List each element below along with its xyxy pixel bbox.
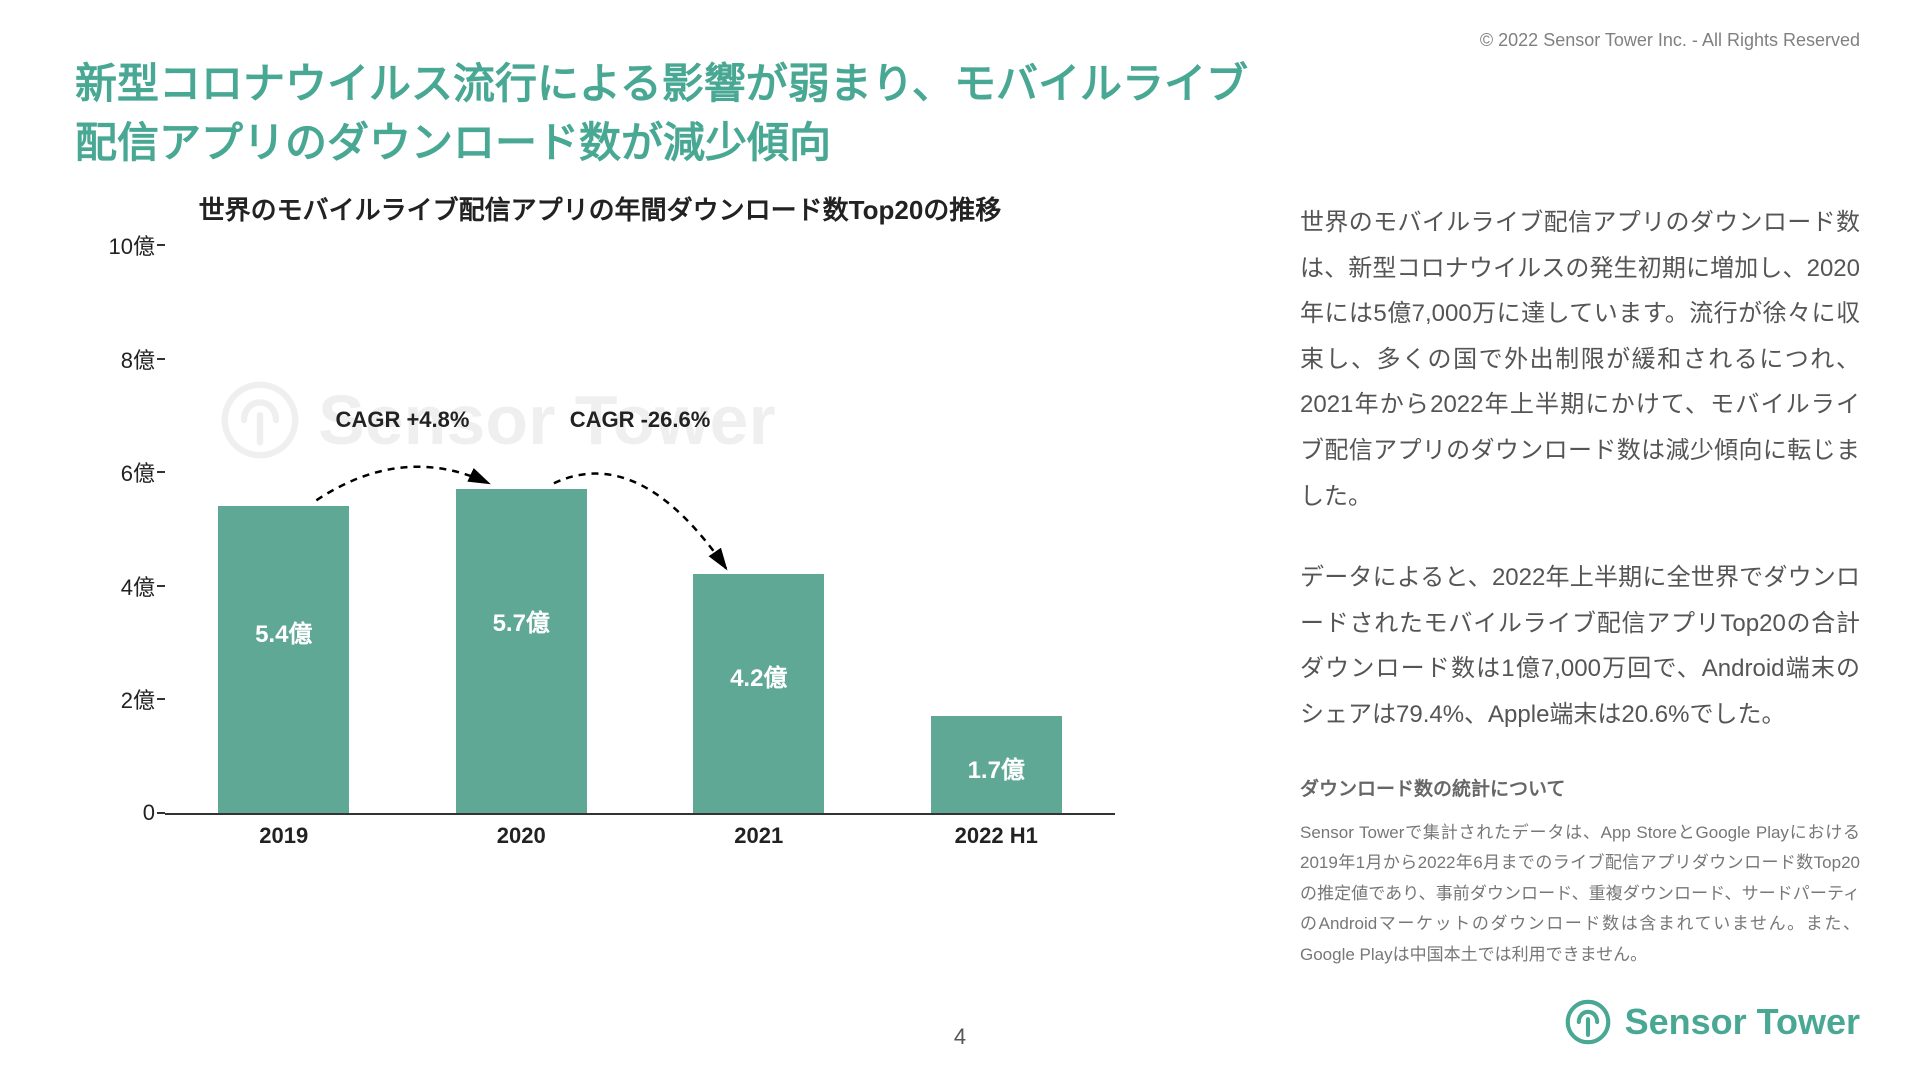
- x-axis-label: 2021: [693, 823, 824, 849]
- cagr-annotation: CAGR +4.8%: [336, 407, 470, 433]
- y-tick-label: 8億: [75, 343, 155, 375]
- bar-value-label: 5.4億: [218, 614, 349, 649]
- y-tick-mark: [157, 358, 165, 360]
- footer-logo-icon: [1565, 999, 1611, 1045]
- footer-logo: Sensor Tower: [1565, 999, 1860, 1045]
- footer-logo-text: Sensor Tower: [1625, 1001, 1860, 1043]
- y-tick-mark: [157, 244, 165, 246]
- bar-value-label: 5.7億: [456, 603, 587, 638]
- x-axis-label: 2020: [456, 823, 587, 849]
- x-axis-label: 2022 H1: [931, 823, 1062, 849]
- y-tick-label: 2億: [75, 683, 155, 715]
- x-axis-label: 2019: [218, 823, 349, 849]
- bar-value-label: 1.7億: [931, 750, 1062, 785]
- commentary-p2: データによると、2022年上半期に全世界でダウンロードされたモバイルライブ配信ア…: [1300, 555, 1860, 737]
- chart-bar: 5.4億: [218, 506, 349, 813]
- y-tick-mark: [157, 812, 165, 814]
- copyright-text: © 2022 Sensor Tower Inc. - All Rights Re…: [1480, 30, 1860, 51]
- commentary-column: 世界のモバイルライブ配信アプリのダウンロード数は、新型コロナウイルスの発生初期に…: [1300, 200, 1860, 988]
- y-tick-label: 10億: [75, 229, 155, 261]
- chart-bar: 5.7億: [456, 489, 587, 813]
- y-tick-mark: [157, 471, 165, 473]
- slide-title: 新型コロナウイルス流行による影響が弱まり、モバイルライブ配信アプリのダウンロード…: [75, 55, 1275, 173]
- bar-value-label: 4.2億: [693, 658, 824, 693]
- note-body: Sensor Towerで集計されたデータは、App StoreとGoogle …: [1300, 818, 1860, 971]
- note-title: ダウンロード数の統計について: [1300, 774, 1860, 801]
- y-tick-label: 4億: [75, 570, 155, 602]
- y-tick-mark: [157, 585, 165, 587]
- chart-region: 世界のモバイルライブ配信アプリの年間ダウンロード数Top20の推移 02億4億6…: [75, 190, 1125, 910]
- y-tick-mark: [157, 698, 165, 700]
- cagr-annotation: CAGR -26.6%: [570, 407, 711, 433]
- chart-bar: 4.2億: [693, 574, 824, 813]
- y-tick-label: 6億: [75, 456, 155, 488]
- y-tick-label: 0: [75, 800, 155, 826]
- chart-plot: 02億4億6億8億10億5.4億20195.7億20204.2億20211.7億…: [165, 245, 1115, 815]
- chart-bar: 1.7億: [931, 716, 1062, 813]
- commentary-p1: 世界のモバイルライブ配信アプリのダウンロード数は、新型コロナウイルスの発生初期に…: [1300, 200, 1860, 519]
- chart-title: 世界のモバイルライブ配信アプリの年間ダウンロード数Top20の推移: [75, 190, 1125, 227]
- page-number: 4: [954, 1024, 966, 1050]
